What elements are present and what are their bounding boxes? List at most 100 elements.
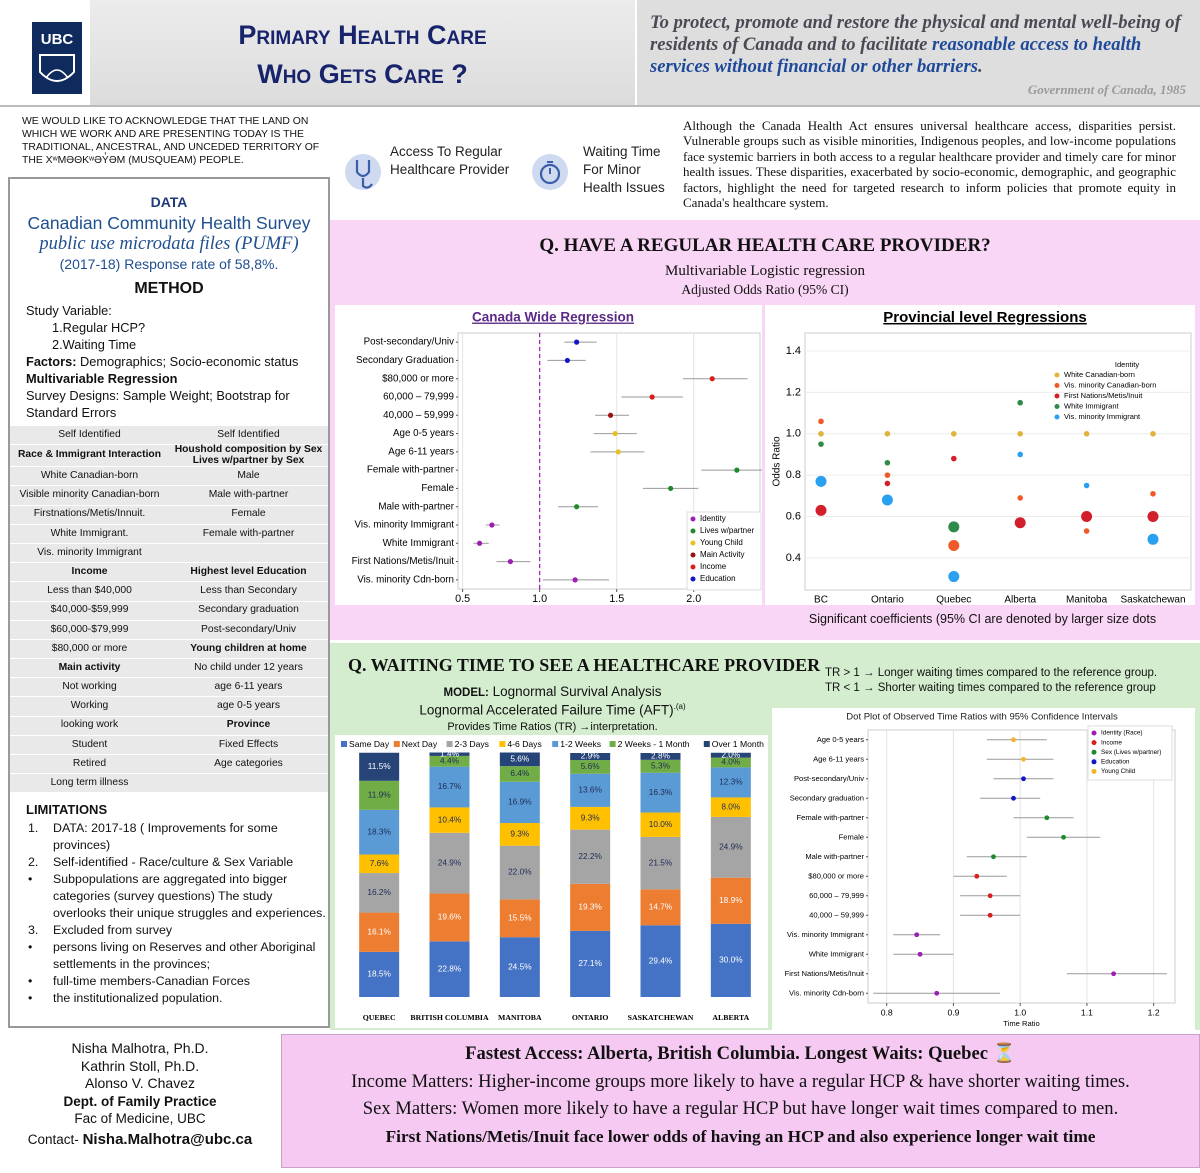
x-tick-label: QUEBEC (363, 1013, 396, 1022)
bar-segment (640, 759, 681, 773)
table-row: Not working age 6-11 years (10, 677, 328, 697)
icon-bg (345, 154, 381, 190)
odds-dot (881, 494, 893, 506)
bar-segment (710, 923, 751, 997)
estimate-dot (974, 873, 980, 879)
limitation-marker: • (28, 974, 33, 989)
estimate-dot (991, 854, 996, 860)
legend-label: First Nations/Metis/Inuit (1064, 391, 1143, 400)
data-heading: DATA (150, 194, 188, 210)
limitation-item: • Subpopulations are aggregated into bigg… (10, 871, 328, 922)
limitation-text: Self-identified - Race/culture & Sex Var… (53, 855, 294, 870)
limitations-list: 1. DATA: 2017-18 ( Improvements for some … (10, 820, 328, 1007)
legend-frame (1087, 725, 1173, 781)
legend-label: Next Day (402, 739, 438, 749)
bar-segment (640, 812, 681, 837)
estimate-dot (607, 412, 614, 418)
legend-swatch (446, 741, 453, 747)
limitation-marker: 3. (28, 923, 39, 938)
bar-segment (640, 889, 681, 926)
conclusion-line: First Nations/Metis/Inuit face lower odd… (385, 1126, 1096, 1146)
legend-label: White Immigrant (1064, 401, 1120, 410)
y-tick-label: 60,000 – 79,999 (383, 392, 454, 403)
odds-dot (1017, 430, 1023, 437)
estimate-dot (1044, 815, 1050, 821)
table-row: looking work Province (10, 715, 328, 736)
email[interactable]: Nisha.Malhotra@ubc.ca (82, 1130, 253, 1148)
data-label: 16.9% (508, 797, 532, 807)
legend-swatch (1091, 740, 1097, 746)
conclusions: Fastest Access: Alberta, British Columbi… (281, 1034, 1200, 1168)
data-label: 19.3% (578, 902, 602, 912)
data-label: 10.4% (438, 814, 462, 824)
quote-link: reasonable access to health services wit… (650, 34, 1142, 77)
method-list: Study Variable: 1.Regular HCP? 2.Waiting … (10, 298, 328, 421)
legend: Identity (Race) Income Sex (Lives w/partne… (1087, 725, 1173, 781)
odds-dot (1147, 533, 1159, 545)
legend-label: Same Day (349, 739, 390, 749)
legend-swatch (690, 528, 696, 534)
odds-dot (815, 475, 827, 487)
legend-swatch (690, 540, 696, 546)
model-text: Lognormal Survival Analysis (488, 684, 662, 699)
plot-frame (457, 332, 761, 590)
data-label: 16.2% (367, 887, 391, 897)
plot-frame (867, 729, 1176, 1004)
data-label: 22.0% (508, 867, 532, 877)
table-cell: $80,000 or more (10, 638, 169, 659)
y-tick-label: Post-secondary/Univ (364, 337, 454, 348)
table-cell: Young children at home (169, 638, 328, 659)
odds-dot (884, 472, 891, 478)
table-cell: Working (10, 696, 169, 717)
odds-dot (818, 418, 824, 425)
data-label: 14.7% (649, 902, 673, 912)
data-label: 16.1% (367, 926, 391, 936)
x-tick-label: 1.0 (1014, 1007, 1026, 1017)
conclusion-line: Fastest Access: Alberta, British Columbi… (465, 1043, 1016, 1064)
y-tick-label: Age 0-5 years (393, 428, 454, 439)
factors-label: Factors: (26, 354, 77, 369)
odds-dot (818, 430, 824, 437)
data-label: 24.9% (438, 857, 462, 867)
table-row: White Immigrant. Female with-partner (10, 523, 328, 544)
x-tick-label: 1.1 (1081, 1007, 1093, 1017)
estimate-dot (987, 893, 993, 899)
y-tick-label: 0.8 (786, 469, 801, 481)
quote-source: Government of Canada, 1985 (1027, 82, 1186, 97)
logo-text: UBC (41, 31, 74, 48)
y-tick-label: First Nations/Metis/Inuit (352, 556, 455, 567)
table-cell (169, 542, 328, 563)
table-row: Firstnations/Metis/Innuit. Female (10, 504, 328, 525)
odds-dot (951, 430, 957, 437)
y-tick-label: Post-secondary/Univ (794, 774, 864, 783)
estimate-dot (934, 990, 940, 996)
estimate-dot (574, 504, 580, 510)
data-label: 16.7% (438, 781, 462, 791)
table-cell (169, 773, 328, 793)
y-tick-label: White Immigrant (383, 538, 455, 549)
bar-segment (499, 752, 540, 767)
table-cell: Self Identified (169, 424, 328, 445)
table-cell: Province (169, 715, 328, 736)
legend-swatch (1054, 404, 1060, 409)
y-tick-label: 0.6 (786, 510, 801, 522)
table-cell: No child under 12 years (169, 658, 328, 678)
y-tick-label: Female with-partner (367, 465, 455, 476)
y-tick-label: 1.0 (786, 428, 801, 440)
legend-swatch (1054, 414, 1060, 420)
y-tick-label: Vis. minority Cdn-born (789, 988, 864, 997)
bar-segment (710, 877, 751, 924)
y-tick-label: 0.4 (786, 552, 801, 564)
data-label: 27.1% (578, 958, 602, 968)
provincial-chart: Provincial level Regressions 0.4 0.6 0.8 1.0… (765, 305, 1195, 605)
conclusion-line: Sex Matters: Women more likely to have a… (362, 1098, 1119, 1119)
response-rate: (2017-18) Response rate of 58,8%. (59, 256, 279, 272)
table-row: Retired Age categories (10, 753, 328, 774)
q1-title: Q. HAVE A REGULAR HEALTH CARE PROVIDER? (539, 235, 991, 256)
quote-text: To protect, promote and restore the phys… (650, 12, 1181, 55)
estimate-dot (1021, 776, 1026, 782)
y-tick-label: Age 0-5 years (817, 735, 864, 744)
q1-model: Multivariable Logistic regression (665, 263, 865, 279)
x-tick-label: 0.8 (881, 1007, 893, 1017)
table-cell: Fixed Effects (169, 734, 328, 755)
